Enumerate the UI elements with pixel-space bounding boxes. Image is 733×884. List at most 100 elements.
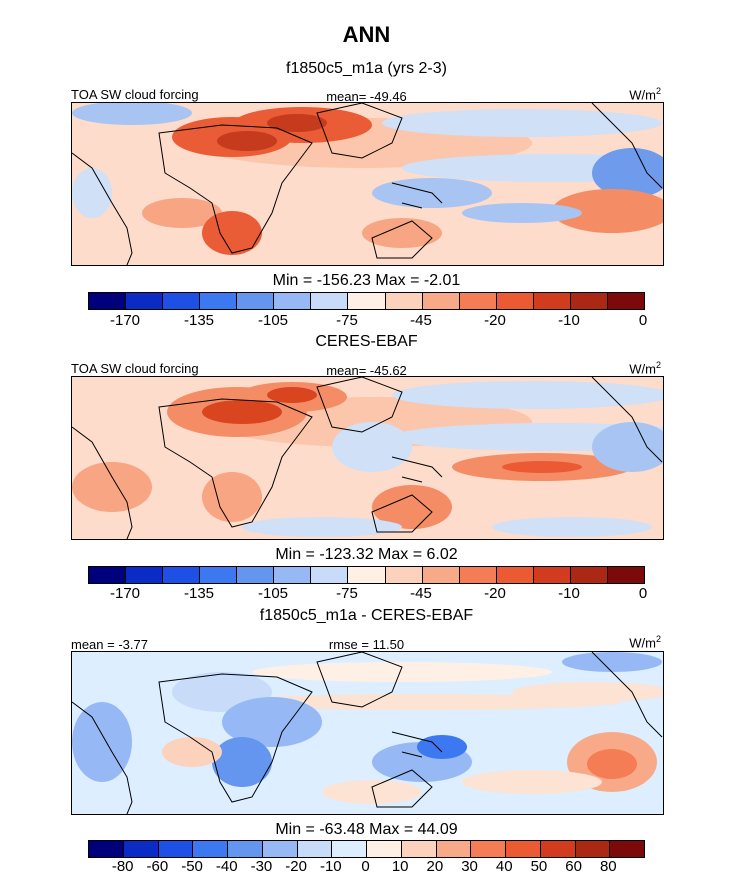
- panel3-map-field: [72, 652, 663, 814]
- colorbar-swatch: [422, 293, 460, 309]
- colorbar-tick-label: -135: [183, 312, 215, 329]
- panel1-mean-label: mean= -49.46: [326, 89, 407, 104]
- colorbar-tick-label: -75: [336, 312, 358, 329]
- colorbar-swatch: [385, 567, 423, 583]
- panel1-colorbar: [88, 292, 645, 310]
- colorbar-swatch: [158, 841, 194, 857]
- panel2-colorbar: [88, 566, 645, 584]
- colorbar-tick-label: 0: [638, 312, 648, 329]
- colorbar-swatch: [193, 841, 228, 857]
- panel3-mean-label: mean = -3.77: [71, 637, 148, 652]
- colorbar-tick-label: -105: [257, 312, 289, 329]
- colorbar-swatch: [471, 841, 506, 857]
- colorbar-swatch: [348, 567, 386, 583]
- colorbar-swatch: [570, 293, 608, 309]
- panel3-map: [71, 651, 664, 815]
- colorbar-swatch: [262, 841, 298, 857]
- colorbar-swatch: [311, 293, 349, 309]
- colorbar-swatch: [89, 841, 124, 857]
- colorbar-tick-label: -45: [410, 585, 432, 602]
- colorbar-swatch: [89, 293, 127, 309]
- colorbar-swatch: [496, 567, 534, 583]
- panel1-variable-label: TOA SW cloud forcing: [71, 87, 199, 102]
- panel2-units-label: W/m2: [629, 360, 661, 377]
- colorbar-swatch: [570, 567, 608, 583]
- colorbar-tick-label: -10: [558, 312, 580, 329]
- colorbar-tick-label: -45: [410, 312, 432, 329]
- colorbar-tick-label: 30: [461, 858, 478, 875]
- colorbar-tick-label: -20: [285, 858, 307, 875]
- colorbar-tick-label: 20: [426, 858, 444, 875]
- colorbar-tick-label: 80: [599, 858, 617, 875]
- panel2-mean-label: mean= -45.62: [326, 363, 407, 378]
- colorbar-swatch: [228, 841, 263, 857]
- panel3-subtitle: f1850c5_m1a - CERES-EBAF: [259, 607, 474, 624]
- colorbar-swatch: [200, 567, 238, 583]
- colorbar-tick-label: -135: [183, 585, 215, 602]
- panel1-map: [71, 102, 664, 266]
- colorbar-tick-label: 10: [391, 858, 409, 875]
- panel1-units-label: W/m2: [629, 86, 661, 103]
- colorbar-swatch: [163, 567, 201, 583]
- colorbar-tick-label: -20: [484, 312, 506, 329]
- colorbar-tick-label: 40: [495, 858, 513, 875]
- colorbar-tick-label: -10: [558, 585, 580, 602]
- colorbar-tick-label: 0: [638, 585, 648, 602]
- panel2-map-field: [72, 377, 663, 539]
- colorbar-tick-label: -20: [484, 585, 506, 602]
- colorbar-swatch: [297, 841, 333, 857]
- colorbar-tick-label: 50: [530, 858, 548, 875]
- colorbar-swatch: [607, 567, 644, 583]
- panel2-colorbar-ticks: -170 -135 -105 -75 -45 -20 -10 0: [88, 585, 647, 603]
- colorbar-swatch: [385, 293, 423, 309]
- colorbar-swatch: [367, 841, 402, 857]
- colorbar-swatch: [126, 567, 164, 583]
- colorbar-tick-label: -10: [319, 858, 342, 875]
- colorbar-swatch: [274, 293, 312, 309]
- figure-title: ANN: [342, 22, 391, 47]
- colorbar-swatch: [496, 293, 534, 309]
- colorbar-tick-label: -170: [109, 585, 141, 602]
- colorbar-swatch: [610, 841, 644, 857]
- colorbar-swatch: [332, 841, 367, 857]
- colorbar-tick-label: 60: [565, 858, 582, 875]
- colorbar-swatch: [607, 293, 644, 309]
- colorbar-swatch: [506, 841, 541, 857]
- colorbar-swatch: [422, 567, 460, 583]
- panel3-units-label: W/m2: [629, 634, 661, 651]
- colorbar-tick-label: -75: [336, 585, 358, 602]
- panel1-colorbar-ticks: -170 -135 -105 -75 -45 -20 -10 0: [88, 312, 647, 330]
- colorbar-tick-label: -60: [146, 858, 169, 875]
- colorbar-swatch: [123, 841, 159, 857]
- panel2-map: [71, 376, 664, 540]
- colorbar-swatch: [274, 567, 312, 583]
- panel3-rmse-label: rmse = 11.50: [328, 637, 405, 652]
- panel3-colorbar: [88, 840, 645, 858]
- colorbar-swatch: [540, 841, 576, 857]
- colorbar-swatch: [533, 567, 571, 583]
- colorbar-swatch: [575, 841, 611, 857]
- colorbar-swatch: [311, 567, 349, 583]
- colorbar-swatch: [200, 293, 238, 309]
- colorbar-swatch: [163, 293, 201, 309]
- panel1-map-field: [72, 103, 663, 265]
- colorbar-swatch: [237, 567, 275, 583]
- colorbar-tick-label: -170: [109, 312, 141, 329]
- panel3-colorbar-ticks: -80 -60 -50 -40 -30 -20 -10 0 10 20 30 40 50 60 80: [88, 858, 643, 876]
- colorbar-tick-label: 0: [361, 858, 370, 875]
- panel3-minmax: Min = -63.48 Max = 44.09: [275, 821, 458, 838]
- colorbar-tick-label: -40: [215, 858, 238, 875]
- colorbar-swatch: [348, 293, 386, 309]
- colorbar-swatch: [89, 567, 127, 583]
- colorbar-tick-label: -50: [181, 858, 203, 875]
- panel2-subtitle: CERES-EBAF: [315, 333, 418, 350]
- colorbar-swatch: [401, 841, 437, 857]
- colorbar-tick-label: -80: [111, 858, 134, 875]
- panel1-minmax: Min = -156.23 Max = -2.01: [272, 272, 461, 289]
- colorbar-swatch: [436, 841, 472, 857]
- colorbar-tick-label: -30: [250, 858, 273, 875]
- panel2-minmax: Min = -123.32 Max = 6.02: [275, 546, 458, 563]
- colorbar-swatch: [459, 567, 497, 583]
- colorbar-swatch: [237, 293, 275, 309]
- colorbar-swatch: [533, 293, 571, 309]
